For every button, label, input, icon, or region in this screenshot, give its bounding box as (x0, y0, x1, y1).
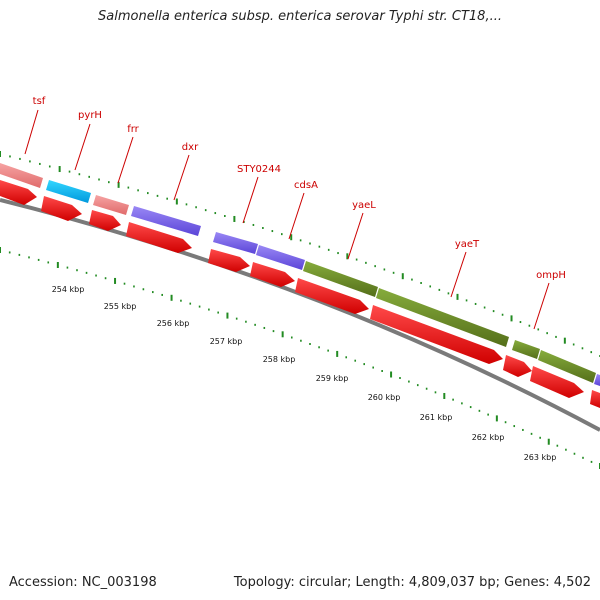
leader-cdsa (288, 192, 305, 240)
kbp-label: 254 kbp (52, 285, 85, 294)
gene-leader-lines (24, 109, 550, 330)
cds-arrow (89, 210, 121, 231)
feature-dxr (131, 206, 201, 236)
cds-arrow (295, 278, 369, 314)
cds-arrow (370, 305, 503, 364)
position-labels: 254 kbp 255 kbp 256 kbp 257 kbp 258 kbp … (52, 285, 557, 462)
gene-label-tsf: tsf (33, 96, 46, 107)
feature-cdsa (256, 245, 305, 270)
leader-yael (347, 212, 364, 260)
gene-label-frr: frr (127, 124, 139, 135)
backbone-arc (0, 198, 600, 432)
kbp-label: 257 kbp (210, 337, 243, 346)
tick-rings (0, 151, 600, 469)
gene-label-dxr: dxr (182, 142, 199, 153)
map-title: Salmonella enterica subsp. enterica sero… (98, 9, 502, 24)
gene-label-sty0244: STY0244 (237, 164, 281, 175)
cds-arrow (503, 355, 532, 377)
kbp-label: 258 kbp (263, 355, 296, 364)
cds-arrow-edge (590, 390, 600, 408)
kbp-label: 261 kbp (420, 413, 453, 422)
kbp-label: 263 kbp (524, 453, 557, 462)
cds-track (0, 180, 600, 408)
feature-frr (93, 195, 129, 215)
cds-arrow (250, 262, 295, 287)
cds-arrow (0, 180, 37, 205)
gene-label-yaet: yaeT (455, 239, 480, 250)
leader-dxr (173, 154, 190, 201)
cds-arrow (530, 366, 584, 398)
kbp-label: 255 kbp (104, 302, 137, 311)
gene-label-yael: yaeL (352, 200, 376, 211)
gene-label-pyrH: pyrH (78, 110, 102, 121)
kbp-label: 260 kbp (368, 393, 401, 402)
gene-label-omph: ompH (536, 270, 566, 281)
feature-sty0244 (213, 232, 258, 254)
feature-yaet (376, 288, 509, 347)
leader-tsf (24, 109, 39, 155)
feature-tsf (0, 163, 43, 188)
leader-omph (533, 282, 550, 330)
feature-track (0, 163, 600, 386)
leader-yaet (450, 251, 467, 298)
accession-label: Accession: NC_003198 (9, 575, 157, 590)
feature-pyrH (46, 180, 91, 203)
kbp-label: 259 kbp (316, 374, 349, 383)
cds-arrow (126, 222, 192, 253)
leader-pyrH (74, 123, 91, 171)
kbp-label: 262 kbp (472, 433, 505, 442)
feature-edge (594, 374, 600, 386)
gene-labels: tsf pyrH frr dxr STY0244 cdsA yaeL yaeT … (33, 96, 566, 281)
feature-yael (303, 261, 378, 297)
gene-label-cdsa: cdsA (294, 180, 318, 191)
kbp-label: 256 kbp (157, 319, 190, 328)
feature-omph (512, 340, 540, 359)
leader-sty0244 (242, 176, 259, 224)
feature-omph-next (538, 350, 596, 383)
topology-label: Topology: circular; Length: 4,809,037 bp… (233, 575, 591, 590)
cds-arrow (41, 196, 82, 221)
cds-arrow (208, 249, 250, 272)
leader-frr (117, 136, 134, 184)
